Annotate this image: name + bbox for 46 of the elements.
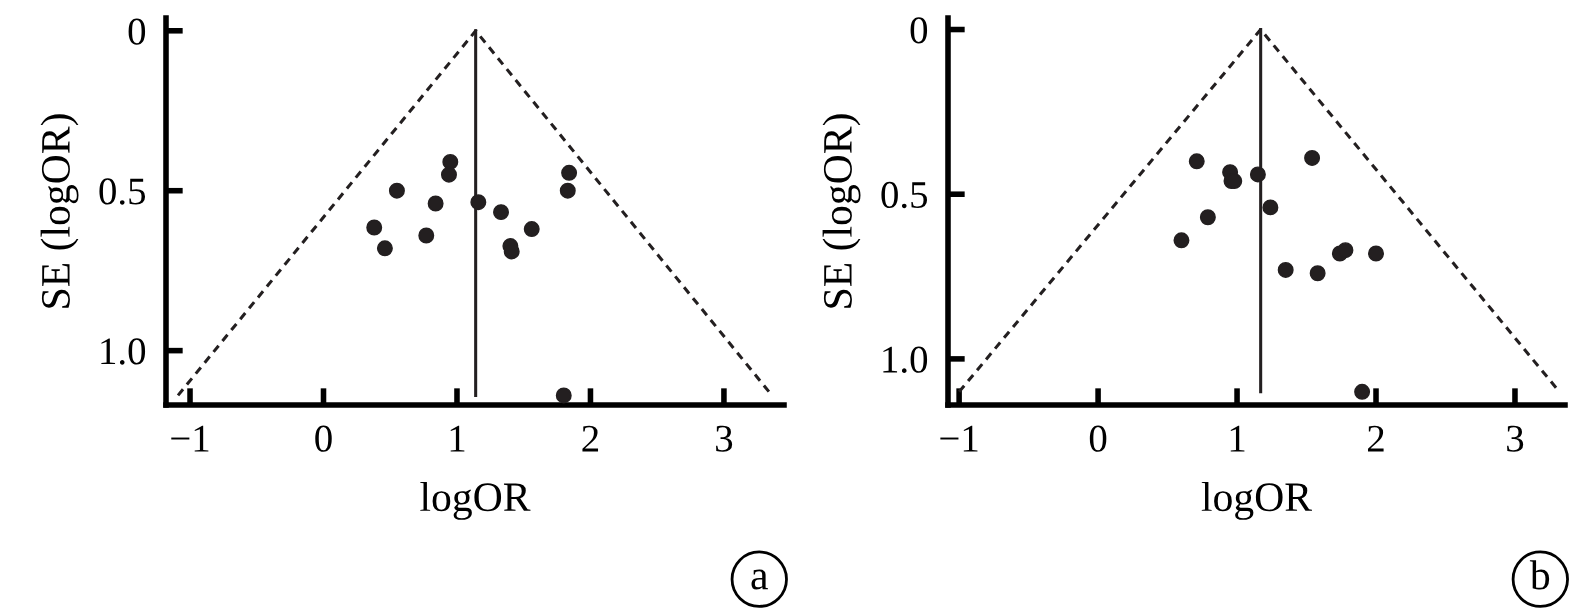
point xyxy=(470,194,487,211)
y-tick-label: 0.5 xyxy=(881,181,928,209)
point xyxy=(561,164,578,181)
x-tick-label: 0 xyxy=(315,425,332,452)
point xyxy=(388,182,405,199)
text: b xyxy=(1529,560,1550,590)
y-tick-label: 0 xyxy=(910,17,928,44)
point xyxy=(1173,232,1190,249)
point xyxy=(1188,153,1205,170)
x-tick-label: 3 xyxy=(1507,425,1524,452)
x-tick-label: 1 xyxy=(1230,425,1245,452)
point xyxy=(427,195,444,212)
y-tick-label: 1.0 xyxy=(883,346,928,373)
point xyxy=(493,204,510,221)
x-tick-label: 1 xyxy=(450,425,465,452)
x-tick-label: −1 xyxy=(171,425,209,452)
point xyxy=(1337,242,1354,259)
point xyxy=(440,166,457,183)
point xyxy=(1262,199,1279,216)
point xyxy=(418,227,435,244)
x-tick-label: 2 xyxy=(1367,425,1384,452)
point xyxy=(1249,166,1266,183)
point xyxy=(1199,209,1216,226)
point xyxy=(442,153,459,170)
y-tick-label: 0 xyxy=(128,18,146,45)
point xyxy=(1368,245,1384,262)
y-axis-title: SE (logOR) xyxy=(822,114,861,308)
point xyxy=(1309,265,1326,282)
point xyxy=(376,240,393,257)
x-axis-title: logOR xyxy=(420,481,531,520)
point xyxy=(555,387,572,404)
text: a xyxy=(751,569,768,590)
x-tick-label: −1 xyxy=(940,425,978,452)
x-tick-label: 0 xyxy=(1089,425,1107,452)
x-tick-label: 3 xyxy=(716,425,733,452)
point xyxy=(1354,383,1371,400)
y-axis-title: SE (logOR) xyxy=(40,114,79,308)
point xyxy=(1304,150,1321,166)
y-tick-label: 1.0 xyxy=(101,338,146,365)
point xyxy=(366,219,383,236)
point xyxy=(1277,261,1294,278)
point xyxy=(523,221,540,238)
y-tick-label: 0.5 xyxy=(99,178,146,205)
point xyxy=(559,182,576,199)
x-tick-label: 2 xyxy=(582,425,599,452)
x-axis-title: logOR xyxy=(1201,481,1312,520)
